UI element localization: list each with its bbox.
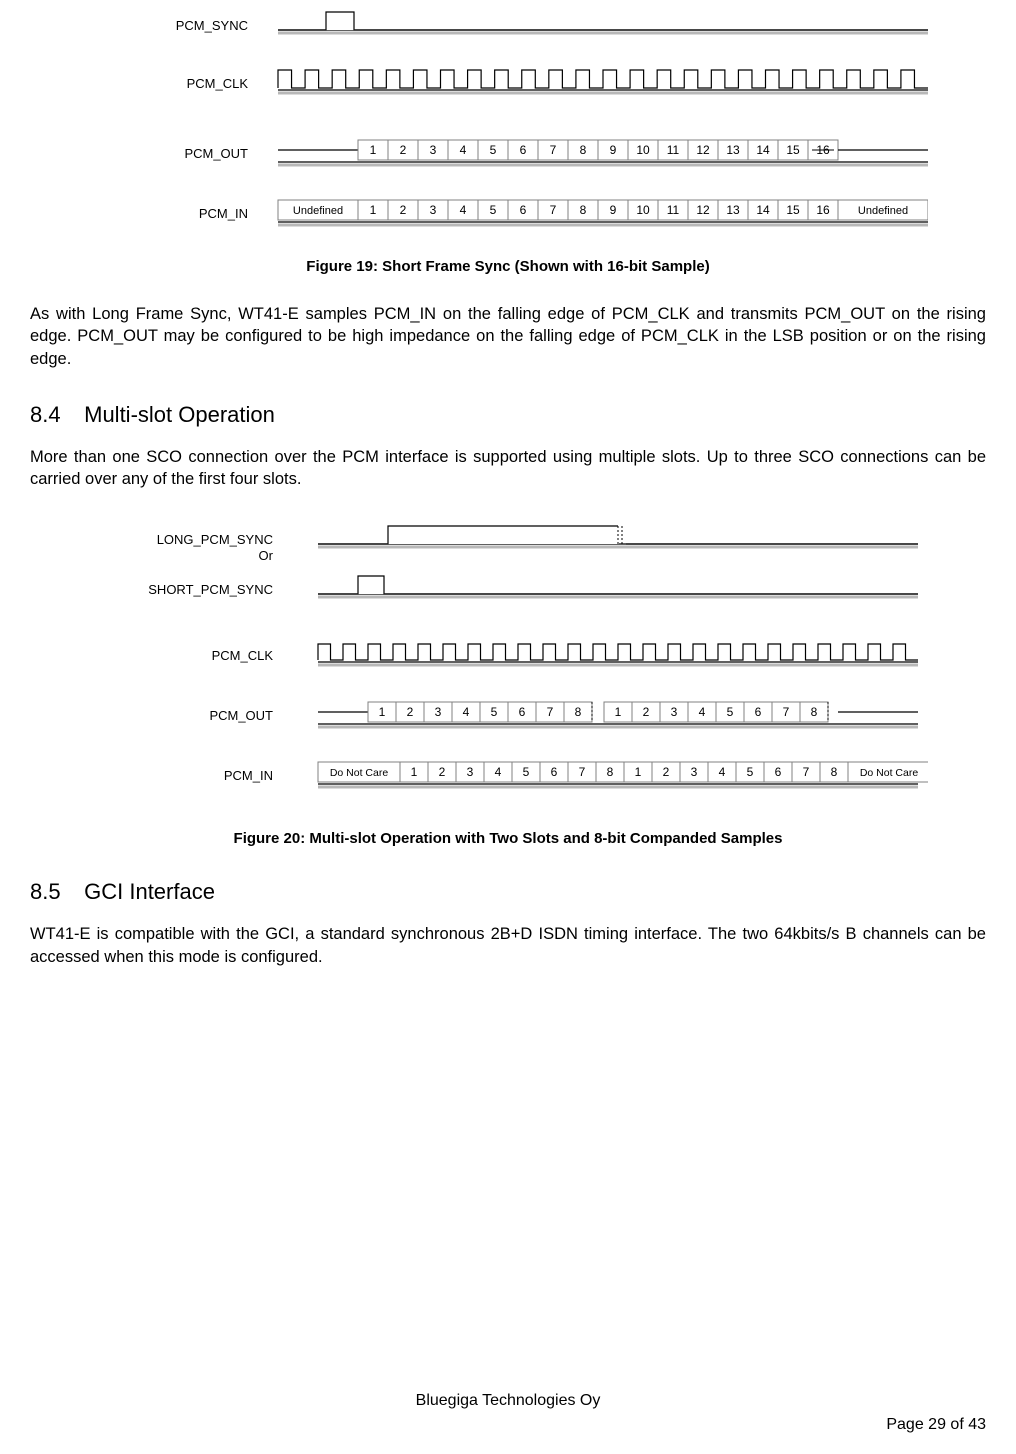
svg-text:6: 6	[775, 765, 782, 779]
svg-text:7: 7	[783, 705, 790, 719]
svg-text:5: 5	[727, 705, 734, 719]
svg-text:7: 7	[550, 203, 557, 217]
svg-text:9: 9	[610, 143, 617, 157]
svg-text:1: 1	[411, 765, 418, 779]
svg-text:1: 1	[370, 143, 377, 157]
svg-text:PCM_CLK: PCM_CLK	[187, 76, 249, 91]
svg-text:3: 3	[430, 143, 437, 157]
svg-text:13: 13	[726, 203, 740, 217]
svg-text:4: 4	[719, 765, 726, 779]
svg-text:13: 13	[726, 143, 740, 157]
svg-text:6: 6	[519, 705, 526, 719]
svg-text:7: 7	[547, 705, 554, 719]
svg-text:PCM_SYNC: PCM_SYNC	[176, 18, 248, 33]
svg-text:8: 8	[607, 765, 614, 779]
svg-text:2: 2	[407, 705, 414, 719]
svg-text:SHORT_PCM_SYNC: SHORT_PCM_SYNC	[148, 582, 273, 597]
svg-text:16: 16	[816, 203, 830, 217]
svg-text:6: 6	[520, 143, 527, 157]
svg-text:2: 2	[663, 765, 670, 779]
svg-text:2: 2	[400, 203, 407, 217]
svg-text:6: 6	[551, 765, 558, 779]
svg-text:2: 2	[400, 143, 407, 157]
svg-text:7: 7	[550, 143, 557, 157]
paragraph-3: WT41-E is compatible with the GCI, a sta…	[30, 923, 986, 968]
page: PCM_SYNCPCM_CLKPCM_OUT123456789101112131…	[0, 0, 1016, 1454]
paragraph-1: As with Long Frame Sync, WT41-E samples …	[30, 303, 986, 370]
svg-text:1: 1	[635, 765, 642, 779]
svg-text:8: 8	[580, 203, 587, 217]
svg-text:5: 5	[490, 203, 497, 217]
page-footer: Bluegiga Technologies Oy Page 29 of 43	[30, 1392, 986, 1434]
svg-text:1: 1	[379, 705, 386, 719]
svg-text:4: 4	[460, 143, 467, 157]
svg-text:PCM_CLK: PCM_CLK	[212, 648, 274, 663]
svg-text:4: 4	[460, 203, 467, 217]
heading-number: 8.4	[30, 402, 78, 428]
svg-text:Undefined: Undefined	[293, 205, 343, 217]
svg-text:PCM_OUT: PCM_OUT	[209, 708, 273, 723]
svg-text:5: 5	[747, 765, 754, 779]
svg-text:8: 8	[831, 765, 838, 779]
svg-text:12: 12	[696, 203, 710, 217]
svg-text:8: 8	[575, 705, 582, 719]
svg-text:6: 6	[520, 203, 527, 217]
svg-text:1: 1	[370, 203, 377, 217]
svg-text:5: 5	[523, 765, 530, 779]
svg-text:4: 4	[699, 705, 706, 719]
figure20-caption: Figure 20: Multi-slot Operation with Two…	[30, 830, 986, 847]
svg-text:PCM_IN: PCM_IN	[199, 206, 248, 221]
svg-text:3: 3	[435, 705, 442, 719]
svg-text:3: 3	[671, 705, 678, 719]
svg-text:6: 6	[755, 705, 762, 719]
svg-text:Undefined: Undefined	[858, 205, 908, 217]
paragraph-2: More than one SCO connection over the PC…	[30, 446, 986, 491]
svg-text:3: 3	[430, 203, 437, 217]
heading-number: 8.5	[30, 879, 78, 905]
svg-text:LONG_PCM_SYNC: LONG_PCM_SYNC	[157, 532, 273, 547]
svg-text:7: 7	[803, 765, 810, 779]
svg-text:11: 11	[667, 143, 680, 157]
svg-text:3: 3	[467, 765, 474, 779]
svg-text:2: 2	[439, 765, 446, 779]
heading-title: GCI Interface	[84, 879, 215, 904]
svg-text:5: 5	[491, 705, 498, 719]
svg-text:Do Not Care: Do Not Care	[860, 767, 919, 779]
footer-company: Bluegiga Technologies Oy	[30, 1392, 986, 1410]
figure20-diagram: LONG_PCM_SYNCOr SHORT_PCM_SYNC PCM_CLK PCM_…	[88, 512, 928, 812]
footer-page-number: Page 29 of 43	[30, 1416, 986, 1434]
heading-8-4: 8.4 Multi-slot Operation	[30, 402, 986, 428]
svg-text:9: 9	[610, 203, 617, 217]
heading-title: Multi-slot Operation	[84, 402, 275, 427]
figure19-caption: Figure 19: Short Frame Sync (Shown with …	[30, 258, 986, 275]
svg-text:10: 10	[636, 203, 650, 217]
svg-text:14: 14	[756, 143, 770, 157]
svg-text:5: 5	[490, 143, 497, 157]
svg-text:7: 7	[579, 765, 586, 779]
svg-text:PCM_IN: PCM_IN	[224, 768, 273, 783]
svg-text:15: 15	[786, 143, 800, 157]
svg-text:3: 3	[691, 765, 698, 779]
svg-text:8: 8	[811, 705, 818, 719]
svg-text:2: 2	[643, 705, 650, 719]
svg-text:4: 4	[463, 705, 470, 719]
svg-text:8: 8	[580, 143, 587, 157]
svg-text:1: 1	[615, 705, 622, 719]
svg-text:15: 15	[786, 203, 800, 217]
svg-text:Do Not Care: Do Not Care	[330, 767, 389, 779]
heading-8-5: 8.5 GCI Interface	[30, 879, 986, 905]
figure19-diagram: PCM_SYNCPCM_CLKPCM_OUT123456789101112131…	[88, 0, 928, 240]
svg-text:12: 12	[696, 143, 710, 157]
svg-text:PCM_OUT: PCM_OUT	[184, 146, 248, 161]
svg-text:10: 10	[636, 143, 650, 157]
svg-text:Or: Or	[259, 548, 274, 563]
svg-text:14: 14	[756, 203, 770, 217]
svg-text:4: 4	[495, 765, 502, 779]
svg-text:11: 11	[667, 203, 680, 217]
